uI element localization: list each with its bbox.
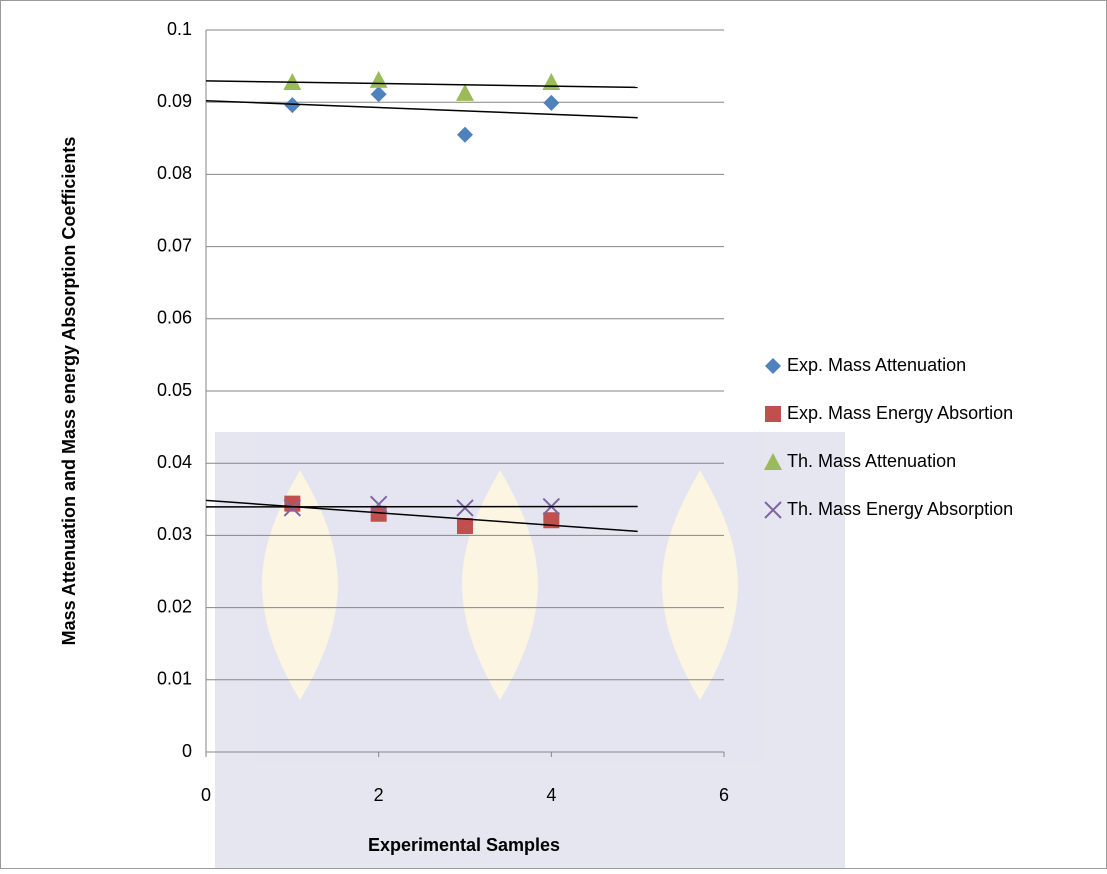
y-tick-label: 0.04 — [157, 452, 192, 472]
legend-label: Th. Mass Energy Absorption — [787, 499, 1013, 519]
y-tick-label: 0.01 — [157, 669, 192, 689]
y-tick-label: 0 — [182, 741, 192, 761]
x-axis-label: Experimental Samples — [368, 835, 560, 855]
x-tick-label: 2 — [374, 785, 384, 805]
y-tick-label: 0.08 — [157, 163, 192, 183]
y-tick-label: 0.03 — [157, 524, 192, 544]
chart: Mass Attenuation and Mass energy Absorpt… — [0, 0, 1107, 869]
legend-label: Exp. Mass Energy Absortion — [787, 403, 1013, 423]
legend-marker — [765, 406, 781, 422]
y-tick-label: 0.1 — [167, 19, 192, 39]
legend-label: Th. Mass Attenuation — [787, 451, 956, 471]
y-tick-label: 0.09 — [157, 91, 192, 111]
x-tick-label: 4 — [546, 785, 556, 805]
y-axis-label: Mass Attenuation and Mass energy Absorpt… — [59, 137, 79, 646]
watermark — [215, 432, 845, 869]
y-tick-label: 0.05 — [157, 380, 192, 400]
x-tick-label: 0 — [201, 785, 211, 805]
y-tick-label: 0.02 — [157, 596, 192, 616]
y-tick-label: 0.07 — [157, 235, 192, 255]
legend-label: Exp. Mass Attenuation — [787, 355, 966, 375]
point — [457, 518, 473, 534]
x-tick-label: 6 — [719, 785, 729, 805]
y-tick-label: 0.06 — [157, 308, 192, 328]
